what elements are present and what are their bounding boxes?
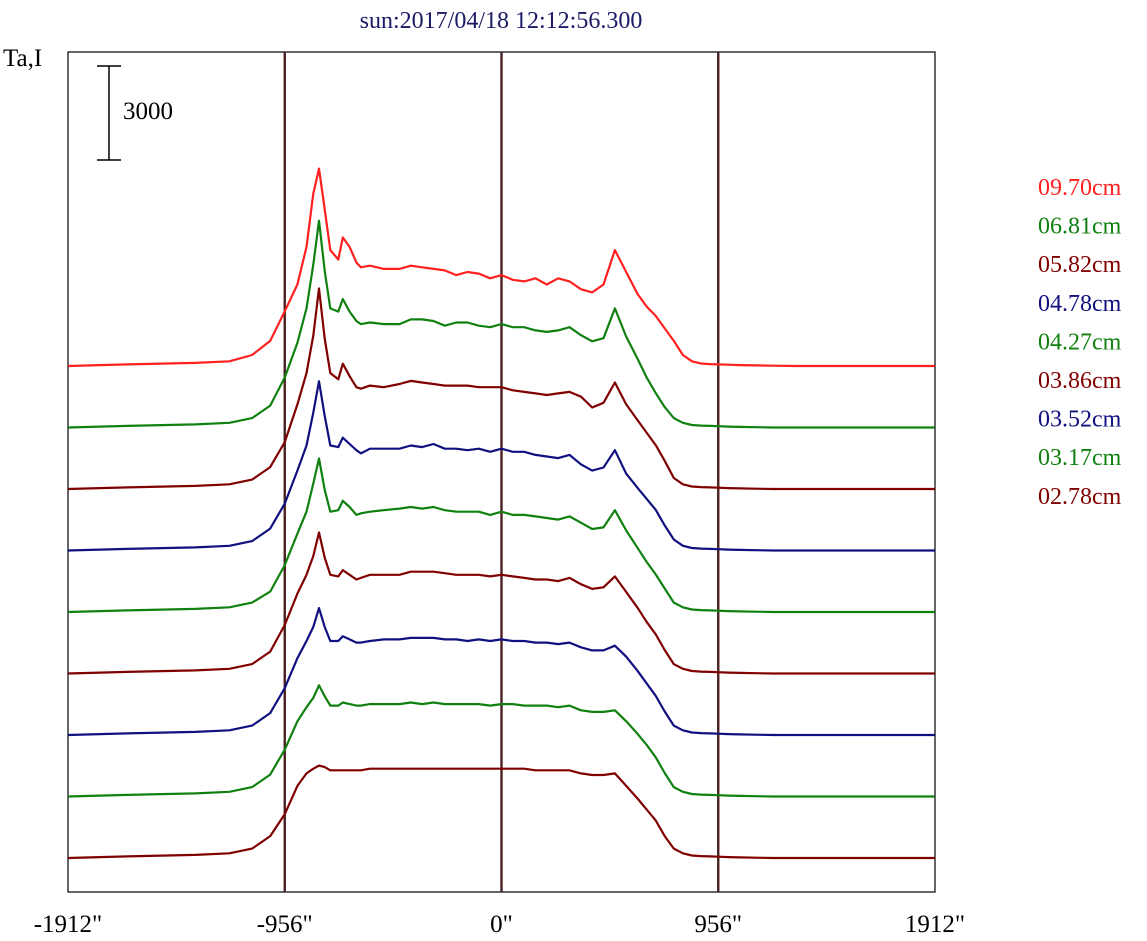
legend-entry: 05.82cm xyxy=(1038,252,1122,278)
x-tick-label: -956" xyxy=(257,911,313,938)
series-line-03.52cm xyxy=(67,607,935,737)
series-line-09.70cm xyxy=(67,167,935,368)
chart-title: sun:2017/04/18 12:12:56.300 xyxy=(360,8,643,34)
series-line-03.86cm xyxy=(67,531,935,675)
legend-entry: 03.86cm xyxy=(1038,368,1122,394)
legend-entry: 09.70cm xyxy=(1038,175,1122,201)
legend-entry: 03.17cm xyxy=(1038,445,1122,471)
legend-entry: 06.81cm xyxy=(1038,214,1122,240)
series-layer xyxy=(67,167,935,860)
x-tick-label: -1912" xyxy=(34,911,103,938)
series-line-06.81cm xyxy=(67,219,935,429)
legend-entry: 04.78cm xyxy=(1038,291,1122,317)
legend: 09.70cm 06.81cm 05.82cm 04.78cm 04.27cm 03.86… xyxy=(1038,175,1122,510)
x-tick-label: 0" xyxy=(490,911,513,938)
scale-bar-label: 3000 xyxy=(123,98,173,125)
x-tick-labels: -1912" -956" 0" 956" 1912" xyxy=(34,911,965,938)
y-axis-label: Ta,I xyxy=(3,45,42,72)
legend-entry: 02.78cm xyxy=(1038,484,1122,510)
vertical-reference-lines xyxy=(283,52,720,892)
series-line-04.27cm xyxy=(67,457,935,614)
series-line-03.17cm xyxy=(67,684,935,798)
scale-bar: 3000 xyxy=(97,65,173,161)
series-line-04.78cm xyxy=(67,380,935,552)
x-tick-label: 956" xyxy=(694,911,742,938)
legend-entry: 03.52cm xyxy=(1038,407,1122,433)
legend-entry: 04.27cm xyxy=(1038,329,1122,355)
series-line-02.78cm xyxy=(67,764,935,860)
series-line-05.82cm xyxy=(67,287,935,491)
x-tick-label: 1912" xyxy=(905,911,965,938)
